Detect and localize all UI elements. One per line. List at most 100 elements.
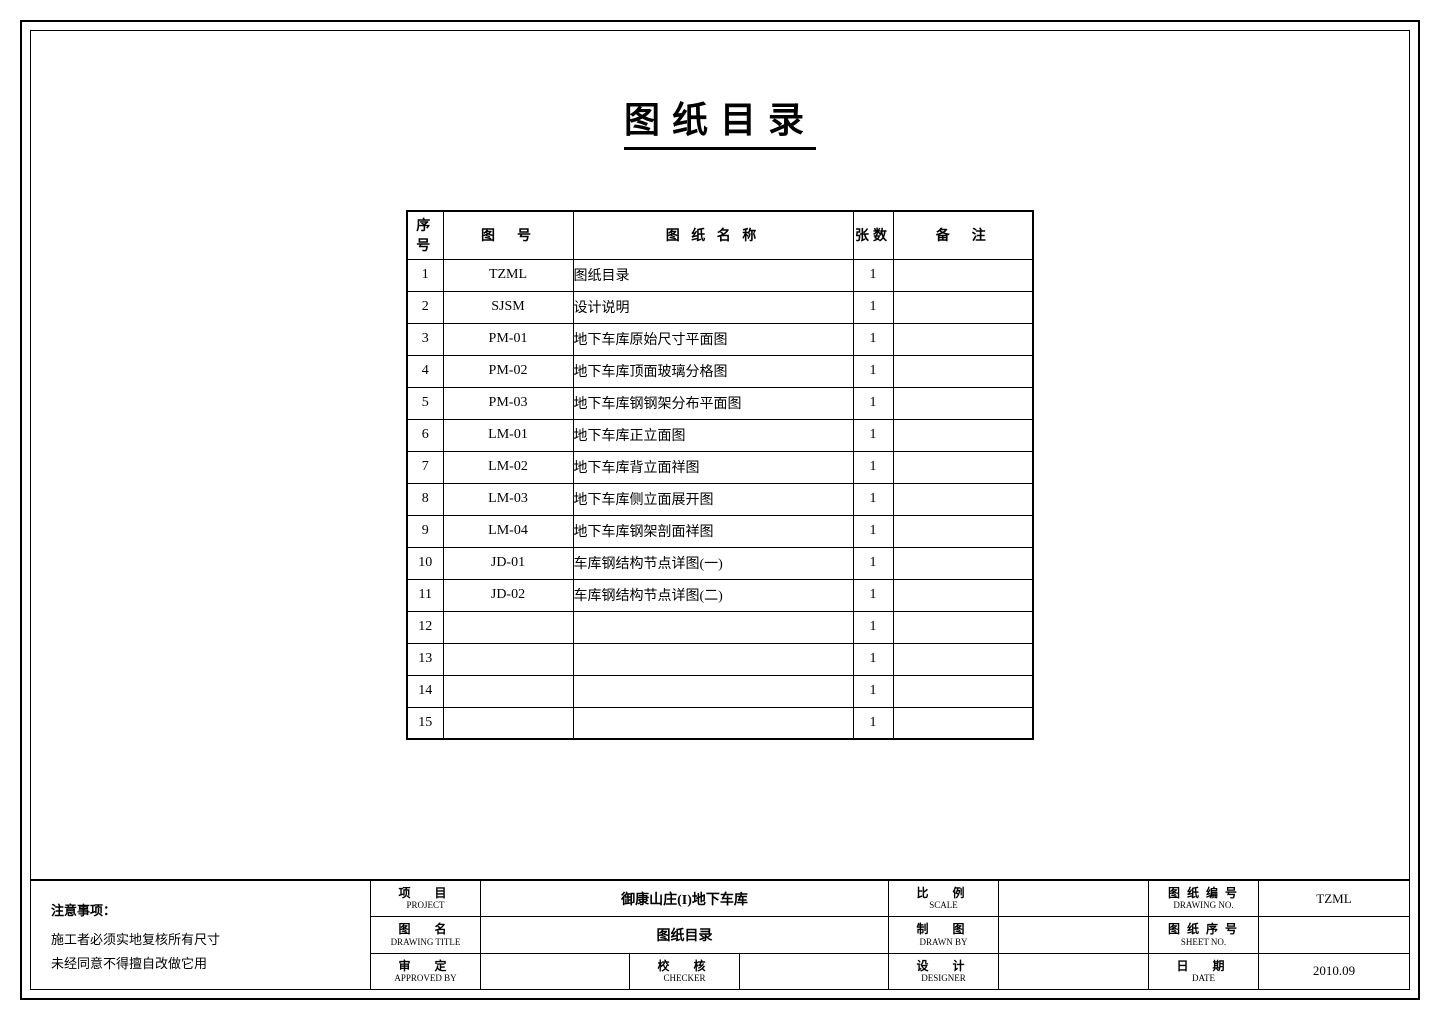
cell-seq: 2: [407, 291, 443, 323]
cell-remark: [893, 387, 1033, 419]
cell-seq: 13: [407, 643, 443, 675]
notes-title: 注意事项：: [51, 899, 350, 922]
table-row: 11JD-02车库钢结构节点详图(二)1: [407, 579, 1033, 611]
cell-code: JD-02: [443, 579, 573, 611]
page-title: 图纸目录: [624, 91, 816, 150]
cell-count: 1: [853, 387, 893, 419]
table-row: 10JD-01车库钢结构节点详图(一)1: [407, 547, 1033, 579]
cell-name: 地下车库钢钢架分布平面图: [573, 387, 853, 419]
cell-name: 地下车库正立面图: [573, 419, 853, 451]
cell-name: 地下车库侧立面展开图: [573, 483, 853, 515]
cell-count: 1: [853, 419, 893, 451]
cell-remark: [893, 291, 1033, 323]
cell-seq: 11: [407, 579, 443, 611]
cell-seq: 8: [407, 483, 443, 515]
titleblock-grid: 项 目 PROJECT 御康山庄(I)地下车库 比 例 SCALE 图 纸 编 …: [371, 881, 1409, 989]
value-approved: [481, 954, 630, 989]
cell-seq: 5: [407, 387, 443, 419]
cell-code: [443, 675, 573, 707]
label-drawing-title: 图 名 DRAWING TITLE: [371, 917, 481, 952]
table-row: 5PM-03地下车库钢钢架分布平面图1: [407, 387, 1033, 419]
header-code: 图 号: [443, 211, 573, 259]
cell-code: LM-02: [443, 451, 573, 483]
table-row: 3PM-01地下车库原始尺寸平面图1: [407, 323, 1033, 355]
table-row: 8LM-03地下车库侧立面展开图1: [407, 483, 1033, 515]
cell-seq: 15: [407, 707, 443, 739]
cell-remark: [893, 259, 1033, 291]
cell-count: 1: [853, 643, 893, 675]
cell-code: [443, 707, 573, 739]
tb-row-2: 图 名 DRAWING TITLE 图纸目录 制 图 DRAWN BY 图 纸 …: [371, 917, 1409, 953]
cell-code: LM-01: [443, 419, 573, 451]
cell-name: 图纸目录: [573, 259, 853, 291]
table-row: 12 1: [407, 611, 1033, 643]
header-remark: 备 注: [893, 211, 1033, 259]
cell-seq: 14: [407, 675, 443, 707]
outer-frame: 图纸目录 序号 图 号 图 纸 名 称 张数 备 注 1TZML图纸目录12SJ…: [20, 20, 1420, 1000]
cell-code: PM-02: [443, 355, 573, 387]
drawing-index-table: 序号 图 号 图 纸 名 称 张数 备 注 1TZML图纸目录12SJSM设计说…: [406, 210, 1034, 740]
table-row: 6LM-01地下车库正立面图1: [407, 419, 1033, 451]
table-row: 7LM-02地下车库背立面祥图1: [407, 451, 1033, 483]
tb-row-1: 项 目 PROJECT 御康山庄(I)地下车库 比 例 SCALE 图 纸 编 …: [371, 881, 1409, 917]
cell-remark: [893, 355, 1033, 387]
table-row: 4PM-02地下车库顶面玻璃分格图1: [407, 355, 1033, 387]
cell-remark: [893, 611, 1033, 643]
cell-remark: [893, 419, 1033, 451]
cell-count: 1: [853, 259, 893, 291]
notes-section: 注意事项： 施工者必须实地复核所有尺寸 未经同意不得擅自改做它用: [31, 881, 371, 989]
cell-seq: 7: [407, 451, 443, 483]
header-count: 张数: [853, 211, 893, 259]
cell-code: PM-01: [443, 323, 573, 355]
content-area: 图纸目录 序号 图 号 图 纸 名 称 张数 备 注 1TZML图纸目录12SJ…: [31, 31, 1409, 879]
value-drawing-no: TZML: [1259, 881, 1409, 916]
cell-count: 1: [853, 323, 893, 355]
cell-code: JD-01: [443, 547, 573, 579]
cell-seq: 9: [407, 515, 443, 547]
label-sheet-no: 图 纸 序 号 SHEET NO.: [1149, 917, 1259, 952]
cell-name: 地下车库原始尺寸平面图: [573, 323, 853, 355]
value-sheet-no: [1259, 917, 1409, 952]
inner-frame: 图纸目录 序号 图 号 图 纸 名 称 张数 备 注 1TZML图纸目录12SJ…: [30, 30, 1410, 990]
value-checker: [740, 954, 889, 989]
cell-code: SJSM: [443, 291, 573, 323]
cell-count: 1: [853, 483, 893, 515]
cell-code: LM-04: [443, 515, 573, 547]
cell-remark: [893, 675, 1033, 707]
cell-name: [573, 643, 853, 675]
cell-count: 1: [853, 675, 893, 707]
value-designer: [999, 954, 1149, 989]
value-drawing-title: 图纸目录: [481, 917, 889, 952]
cell-name: [573, 707, 853, 739]
cell-seq: 6: [407, 419, 443, 451]
table-row: 9LM-04地下车库钢架剖面祥图1: [407, 515, 1033, 547]
cell-seq: 3: [407, 323, 443, 355]
table-header-row: 序号 图 号 图 纸 名 称 张数 备 注: [407, 211, 1033, 259]
value-project: 御康山庄(I)地下车库: [481, 881, 889, 916]
cell-name: [573, 675, 853, 707]
table-row: 13 1: [407, 643, 1033, 675]
cell-seq: 1: [407, 259, 443, 291]
cell-remark: [893, 707, 1033, 739]
cell-count: 1: [853, 355, 893, 387]
label-project: 项 目 PROJECT: [371, 881, 481, 916]
cell-seq: 10: [407, 547, 443, 579]
cell-remark: [893, 643, 1033, 675]
table-row: 1TZML图纸目录1: [407, 259, 1033, 291]
notes-line: 施工者必须实地复核所有尺寸: [51, 928, 350, 951]
cell-seq: 12: [407, 611, 443, 643]
table-row: 2SJSM设计说明1: [407, 291, 1033, 323]
cell-remark: [893, 323, 1033, 355]
cell-remark: [893, 579, 1033, 611]
cell-count: 1: [853, 611, 893, 643]
cell-name: 设计说明: [573, 291, 853, 323]
cell-name: 地下车库钢架剖面祥图: [573, 515, 853, 547]
header-seq: 序号: [407, 211, 443, 259]
cell-count: 1: [853, 291, 893, 323]
cell-count: 1: [853, 515, 893, 547]
label-date: 日 期 DATE: [1149, 954, 1259, 989]
notes-line: 未经同意不得擅自改做它用: [51, 952, 350, 975]
cell-count: 1: [853, 547, 893, 579]
cell-name: [573, 611, 853, 643]
tb-row-3: 审 定 APPROVED BY 校 核 CHECKER 设 计 DESIGNER: [371, 954, 1409, 989]
